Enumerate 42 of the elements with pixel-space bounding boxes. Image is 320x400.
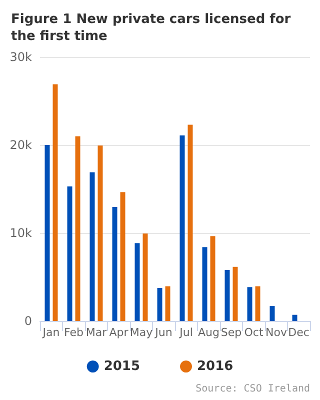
- bar: [255, 286, 260, 321]
- y-tick-label: 0: [24, 314, 32, 328]
- y-tick-label: 30k: [10, 50, 32, 64]
- chart-title: Figure 1 New private cars licensed for the first time: [11, 12, 296, 44]
- x-tick-label: Jan: [42, 326, 60, 339]
- legend-label: 2016: [197, 359, 234, 374]
- x-tick-label: Nov: [266, 326, 288, 339]
- bar: [210, 236, 216, 321]
- x-tick-label: Mar: [86, 326, 108, 339]
- bar: [165, 286, 170, 321]
- bar: [90, 172, 95, 321]
- bar: [232, 266, 238, 321]
- bar: [98, 145, 103, 321]
- bar: [292, 314, 298, 321]
- bar: [157, 288, 162, 321]
- x-tick-label: Jul: [178, 326, 193, 339]
- source-note: Source: CSO Ireland: [196, 384, 310, 394]
- bar: [120, 192, 126, 321]
- bar: [67, 186, 72, 321]
- bar: [270, 306, 275, 321]
- bar: [247, 287, 252, 321]
- bar: [75, 136, 80, 321]
- x-tick-label: Sep: [220, 326, 242, 339]
- bar: [202, 247, 208, 321]
- x-tick-label: May: [130, 326, 154, 339]
- bar: [142, 233, 148, 321]
- y-tick-label: 20k: [10, 138, 32, 152]
- bar: [44, 145, 50, 321]
- x-tick-label: Jun: [154, 326, 172, 339]
- x-tick-label: Dec: [288, 326, 310, 339]
- bar: [188, 124, 193, 321]
- bar: [224, 270, 230, 321]
- bar: [134, 243, 140, 321]
- x-tick-label: Apr: [109, 326, 129, 339]
- bar: [112, 207, 118, 321]
- legend-label: 2015: [104, 359, 140, 374]
- y-tick-label: 10k: [10, 226, 32, 240]
- x-tick-label: Oct: [244, 326, 264, 339]
- bar: [52, 84, 58, 321]
- bar: [180, 135, 185, 321]
- x-tick-label: Aug: [198, 326, 220, 339]
- x-tick-label: Feb: [64, 326, 84, 339]
